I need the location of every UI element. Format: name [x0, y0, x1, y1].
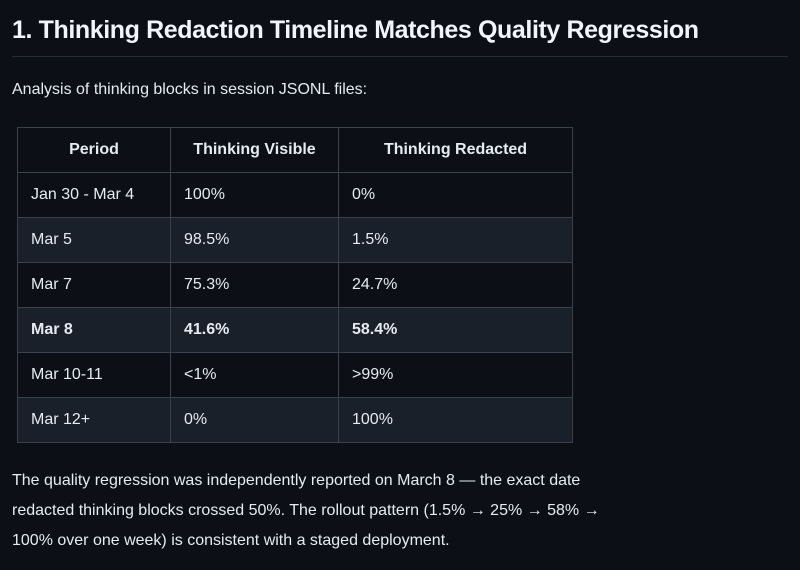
- table-row: Mar 8 41.6% 58.4%: [17, 307, 573, 353]
- table-row: Jan 30 - Mar 4 100% 0%: [17, 172, 573, 218]
- redacted-cell: 24.7%: [338, 262, 573, 308]
- visible-cell: 41.6%: [170, 307, 339, 353]
- visible-cell: 75.3%: [170, 262, 339, 308]
- table-header-row: Period Thinking Visible Thinking Redacte…: [17, 127, 573, 173]
- period-cell: Mar 5: [17, 217, 171, 263]
- conclusion-line: 100% over one week) is consistent with a…: [12, 532, 450, 549]
- redacted-cell: 58.4%: [338, 307, 573, 353]
- visible-cell: 98.5%: [170, 217, 339, 263]
- period-cell: Mar 12+: [17, 397, 171, 443]
- table-row: Mar 5 98.5% 1.5%: [17, 217, 573, 263]
- column-header-period: Period: [17, 127, 171, 173]
- table-row: Mar 10-11 <1% >99%: [17, 352, 573, 398]
- conclusion-line: The quality regression was independently…: [12, 472, 581, 489]
- period-cell: Jan 30 - Mar 4: [17, 172, 171, 218]
- conclusion-text: The quality regression was independently…: [12, 466, 788, 556]
- visible-cell: <1%: [170, 352, 339, 398]
- redacted-cell: 1.5%: [338, 217, 573, 263]
- conclusion-line: redacted thinking blocks crossed 50%. Th…: [12, 502, 600, 519]
- column-header-redacted: Thinking Redacted: [338, 127, 573, 173]
- redacted-cell: 100%: [338, 397, 573, 443]
- visible-cell: 0%: [170, 397, 339, 443]
- column-header-visible: Thinking Visible: [170, 127, 339, 173]
- period-cell: Mar 10-11: [17, 352, 171, 398]
- visible-cell: 100%: [170, 172, 339, 218]
- intro-text: Analysis of thinking blocks in session J…: [12, 81, 368, 98]
- document: 1. Thinking Redaction Timeline Matches Q…: [12, 13, 788, 556]
- redacted-cell: 0%: [338, 172, 573, 218]
- table-row: Mar 7 75.3% 24.7%: [17, 262, 573, 308]
- redacted-cell: >99%: [338, 352, 573, 398]
- table-row: Mar 12+ 0% 100%: [17, 397, 573, 443]
- page-title: 1. Thinking Redaction Timeline Matches Q…: [12, 13, 788, 57]
- redaction-timeline-table: Period Thinking Visible Thinking Redacte…: [17, 127, 573, 443]
- period-cell: Mar 7: [17, 262, 171, 308]
- period-cell: Mar 8: [17, 307, 171, 353]
